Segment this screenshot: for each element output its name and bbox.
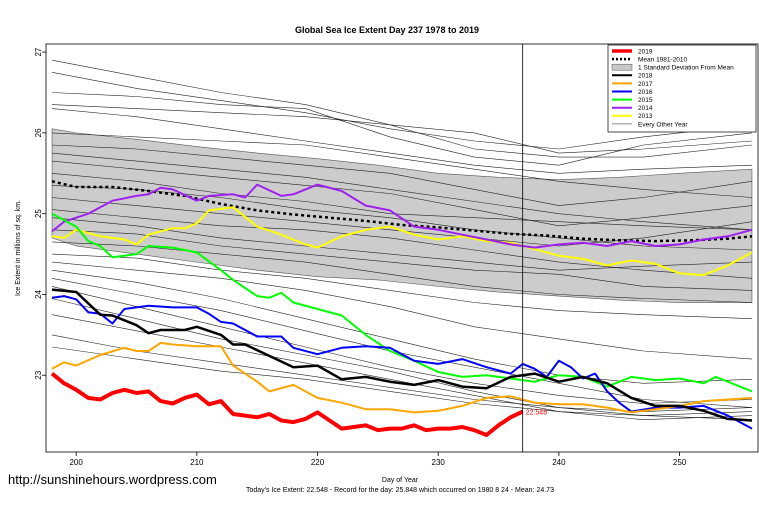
series-line-2013 — [51, 206, 753, 277]
other-year-line — [51, 152, 753, 231]
series-line-2018 — [51, 288, 753, 422]
x-tick-label: 250 — [673, 458, 687, 467]
y-tick-label: 27 — [34, 47, 43, 56]
other-year-line — [51, 346, 753, 416]
footer-stats: Today's Ice Extent: 22.548 - Record for … — [246, 487, 554, 494]
legend-label: Every Other Year — [638, 121, 688, 128]
other-year-line — [51, 108, 753, 174]
series-line-2015 — [51, 212, 753, 393]
legend-label: 2013 — [638, 113, 653, 120]
other-year-line — [51, 104, 753, 154]
legend-label: 1 Standard Deviation From Mean — [638, 65, 734, 72]
y-tick-label: 24 — [34, 289, 43, 298]
other-year-line — [51, 72, 753, 150]
other-year-line — [51, 92, 753, 166]
axes: 200 210 220 230 240 250 23 24 25 26 27 — [34, 47, 687, 467]
x-tick-label: 220 — [311, 458, 325, 467]
chart-title: Global Sea Ice Extent Day 237 1978 to 20… — [295, 25, 479, 35]
plot-area: 22.548 — [50, 44, 753, 452]
other-year-line — [51, 269, 753, 384]
x-tick-label: 200 — [69, 458, 83, 467]
y-tick-label: 26 — [34, 128, 43, 137]
series-line-2016 — [51, 295, 753, 430]
y-tick-label: 23 — [34, 370, 43, 379]
other-year-line — [51, 229, 753, 291]
other-year-line — [51, 253, 753, 319]
other-year-line — [51, 261, 753, 360]
legend-box — [607, 44, 757, 133]
y-tick-label: 25 — [34, 209, 43, 218]
other-year-line — [51, 197, 753, 247]
current-value-label: 22.548 — [526, 410, 548, 417]
series-line-2014 — [51, 183, 753, 249]
series-line-2017 — [51, 341, 753, 414]
x-axis-label: Day of Year — [382, 477, 419, 484]
series-line-2019 — [50, 372, 524, 437]
y-axis-label: Ice Extent in millions of sq. km. — [15, 200, 22, 296]
legend-label: 2017 — [638, 81, 653, 88]
legend-label: 2016 — [638, 89, 653, 96]
other-year-line — [51, 132, 753, 198]
legend-swatch — [611, 63, 633, 71]
x-tick-label: 240 — [552, 458, 566, 467]
other-year-line — [51, 185, 753, 251]
x-tick-label: 230 — [432, 458, 446, 467]
legend-label: 2015 — [638, 97, 653, 104]
legend-label: 2018 — [638, 73, 653, 80]
legend-label: Mean 1981-2010 — [638, 57, 688, 64]
other-year-line — [51, 241, 753, 303]
mean-line — [51, 180, 753, 243]
legend-label: 2014 — [638, 105, 653, 112]
plot-frame — [45, 43, 759, 453]
other-year-line — [51, 160, 753, 227]
watermark-url: http://sunshinehours.wordpress.com — [8, 472, 217, 487]
x-tick-label: 210 — [190, 458, 204, 467]
other-year-line — [51, 334, 753, 412]
other-year-line — [51, 298, 753, 420]
other-year-line — [51, 144, 753, 206]
other-year-line — [51, 314, 753, 421]
other-year-line — [51, 173, 753, 231]
other-year-line — [51, 286, 753, 404]
legend-label: 2019 — [638, 48, 653, 55]
